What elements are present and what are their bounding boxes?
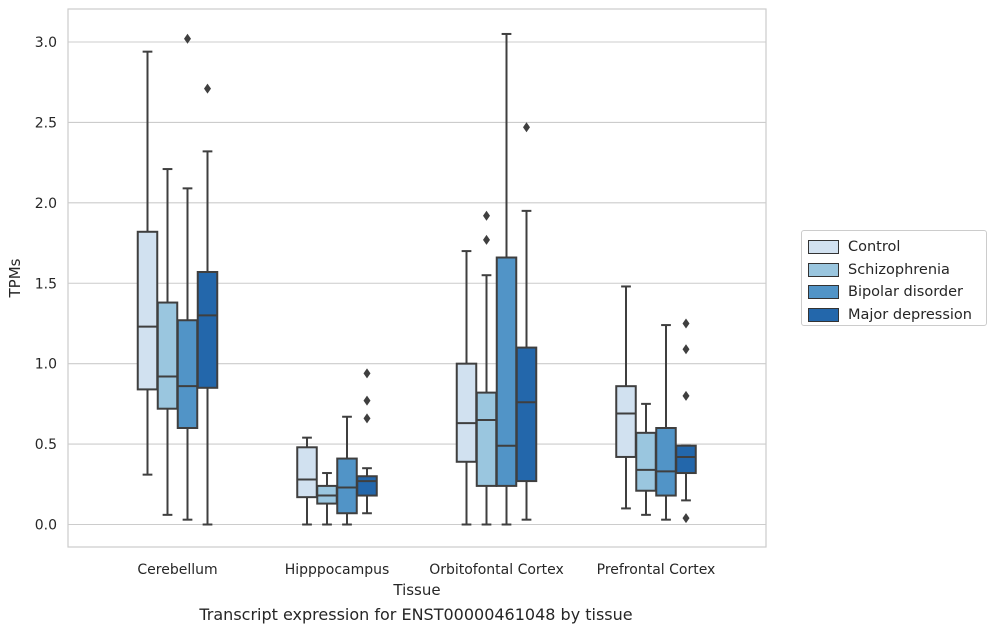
legend-label: Bipolar disorder	[848, 284, 963, 301]
box-body	[515, 346, 538, 483]
legend: Control Schizophrenia Bipolar disorder Majo…	[801, 230, 987, 326]
box-bipolar-disorder	[495, 32, 518, 526]
legend-item: Major depression	[808, 304, 986, 327]
box-body	[655, 427, 677, 497]
x-tick-label: Orbitofontal Cortex	[429, 562, 564, 578]
box-bipolar-disorder	[336, 415, 358, 526]
box-schizophrenia	[156, 168, 179, 516]
outlier-point	[204, 83, 211, 94]
legend-label: Major depression	[848, 306, 972, 323]
outlier-point	[682, 390, 690, 401]
box-bipolar-disorder	[655, 324, 677, 521]
legend-item: Control	[808, 236, 986, 259]
box-bipolar-disorder	[176, 33, 199, 521]
legend-swatch	[808, 285, 839, 300]
box-control	[296, 436, 318, 526]
legend-swatch	[808, 307, 839, 322]
box-major-depression	[515, 122, 538, 521]
y-tick-label: 3.0	[35, 35, 57, 51]
x-axis-label: Tissue	[392, 581, 440, 599]
box-body	[336, 457, 358, 515]
box-control	[615, 285, 637, 510]
box-body	[675, 444, 697, 475]
box-body	[455, 362, 478, 463]
outlier-point	[363, 395, 371, 406]
outlier-point	[682, 344, 690, 355]
legend-label: Schizophrenia	[848, 261, 950, 278]
legend-swatch	[808, 262, 839, 277]
x-tick-label: Cerebellum	[137, 562, 217, 578]
box-body	[296, 446, 318, 499]
box-body	[475, 391, 498, 487]
y-tick-label: 0.0	[35, 518, 57, 534]
plot-frame	[67, 8, 767, 548]
box-schizophrenia	[475, 210, 498, 526]
box-body	[635, 431, 657, 492]
box-major-depression	[356, 368, 378, 515]
outlier-point	[682, 513, 690, 524]
y-tick-label: 2.0	[35, 196, 57, 212]
legend-item: Bipolar disorder	[808, 281, 986, 304]
box-body	[176, 319, 199, 429]
box-schizophrenia	[635, 402, 657, 516]
x-tick-labels: Cerebellum Hipppocampus Orbitofontal Corte…	[137, 562, 715, 578]
box-major-depression	[675, 318, 697, 524]
outlier-point	[363, 368, 371, 379]
box-body	[495, 256, 518, 487]
outlier-point	[483, 234, 490, 245]
box-body	[356, 475, 378, 497]
box-body	[615, 385, 637, 458]
figure-caption: Transcript expression for ENST0000046104…	[199, 605, 633, 624]
outlier-point	[523, 122, 530, 133]
y-tick-label: 0.5	[35, 437, 57, 453]
box-control	[455, 250, 478, 526]
y-axis-label: TPMs	[6, 258, 24, 298]
outlier-point	[483, 210, 490, 221]
outlier-point	[184, 33, 191, 44]
box-body	[156, 301, 179, 410]
x-tick-label: Hipppocampus	[285, 562, 390, 578]
boxes	[136, 32, 697, 526]
box-major-depression	[196, 83, 219, 526]
box-body	[136, 230, 159, 391]
outlier-point	[363, 413, 371, 424]
y-tick-label: 1.0	[35, 357, 57, 373]
legend-swatch	[808, 240, 839, 255]
box-body	[196, 270, 219, 389]
y-tick-label: 2.5	[35, 115, 57, 131]
outlier-point	[682, 318, 690, 329]
legend-label: Control	[848, 239, 901, 256]
y-tick-labels: 0.0 0.5 1.0 1.5 2.0 2.5 3.0	[35, 35, 57, 534]
x-tick-label: Prefrontal Cortex	[597, 562, 716, 578]
y-tick-label: 1.5	[35, 276, 57, 292]
box-control	[136, 50, 159, 476]
box-schizophrenia	[316, 472, 338, 526]
legend-item: Schizophrenia	[808, 259, 986, 282]
